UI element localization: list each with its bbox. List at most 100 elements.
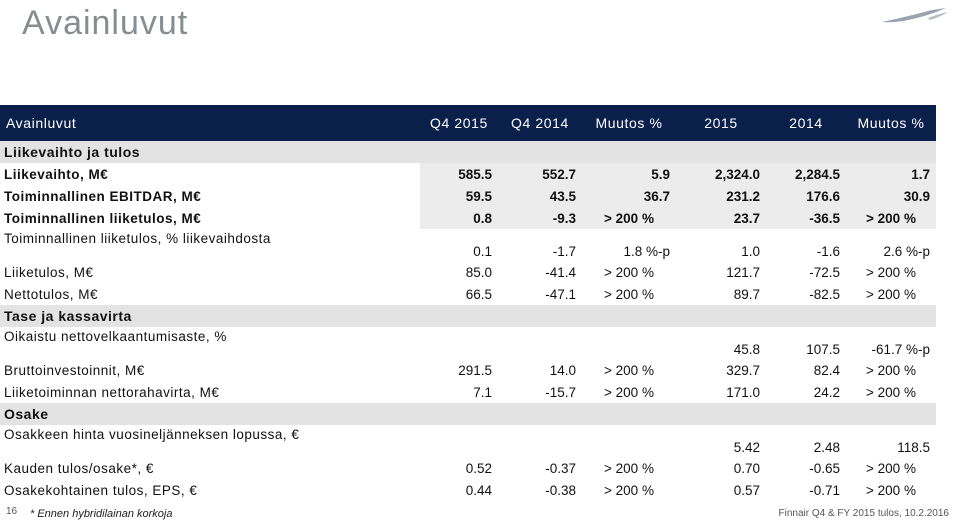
- table-cell: 2.48: [813, 440, 840, 455]
- table-cell: -0.65: [809, 460, 840, 476]
- table-row: Osakkeen hinta vuosineljänneksen lopussa…: [0, 425, 936, 457]
- page-number: 16: [6, 506, 18, 517]
- table-cell: > 200 %: [604, 286, 654, 302]
- column-header: Q4 2015: [420, 105, 498, 141]
- table-cell: -0.71: [809, 482, 840, 498]
- table-cell: 85.0: [465, 264, 492, 280]
- row-label: Liikevaihto, M€: [4, 166, 109, 182]
- table-cell: 0.70: [733, 460, 760, 476]
- table-cell: 552.7: [498, 163, 582, 185]
- row-label: Liiketulos, M€: [4, 264, 94, 280]
- section-row: Liikevaihto ja tulos: [0, 141, 936, 163]
- section-title: Liikevaihto ja tulos: [0, 141, 936, 163]
- table-cell: [498, 425, 582, 457]
- footnote: * Ennen hybridilainan korkoja: [30, 508, 173, 520]
- table-cell: 1.0: [741, 244, 760, 259]
- table-cell: 0.52: [465, 460, 492, 476]
- table-cell: 171.0: [726, 384, 760, 400]
- table-cell: 107.5: [806, 342, 840, 357]
- table-row: Osakekohtainen tulos, EPS, € 0.44 -0.38 > 2…: [0, 479, 936, 501]
- table-cell: -61.7 %-p: [871, 342, 930, 357]
- table-cell: -1.6: [816, 244, 840, 259]
- row-label: Osakekohtainen tulos, EPS, €: [4, 482, 198, 498]
- table-cell: > 200 %: [866, 482, 916, 498]
- table-cell: -41.4: [545, 264, 576, 280]
- table-cell: -36.5: [766, 207, 846, 229]
- table-row: Liiketoiminnan nettorahavirta, M€ 7.1 -15.…: [0, 381, 936, 403]
- table-cell: 2.6 %-p: [883, 244, 930, 259]
- table-cell: [420, 327, 498, 359]
- table-row: Nettotulos, M€ 66.5 -47.1 > 200 % 89.7 -82.5 >…: [0, 283, 936, 305]
- column-header: Avainluvut: [0, 105, 420, 141]
- table-cell: -72.5: [809, 264, 840, 280]
- table-cell: 7.1: [473, 384, 492, 400]
- section-row: Osake: [0, 403, 936, 425]
- page-title: Avainluvut: [22, 4, 189, 42]
- table-cell: 5.9: [582, 163, 676, 185]
- finnair-wing-logo: [882, 8, 948, 23]
- table-row: Oikaistu nettovelkaantumisaste, % 45.8 107…: [0, 327, 936, 359]
- row-label: Osakkeen hinta vuosineljänneksen lopussa…: [4, 427, 300, 442]
- table-cell: 59.5: [420, 185, 498, 207]
- footer-source: Finnair Q4 & FY 2015 tulos, 10.2.2016: [778, 508, 949, 519]
- row-label: Liiketoiminnan nettorahavirta, M€: [4, 384, 220, 400]
- section-title: Tase ja kassavirta: [0, 305, 936, 327]
- table-cell: 30.9: [846, 185, 936, 207]
- table-cell: 89.7: [733, 286, 760, 302]
- table-cell: 231.2: [676, 185, 766, 207]
- table-cell: [498, 327, 582, 359]
- row-label: Oikaistu nettovelkaantumisaste, %: [4, 329, 227, 344]
- table-cell: -1.7: [552, 244, 576, 259]
- table-row: Bruttoinvestoinnit, M€ 291.5 14.0 > 200 % 32…: [0, 359, 936, 381]
- table-cell: 0.44: [465, 482, 492, 498]
- table-cell: 66.5: [465, 286, 492, 302]
- table-cell: > 200 %: [846, 207, 936, 229]
- table-cell: 5.42: [733, 440, 760, 455]
- table-cell: -15.7: [545, 384, 576, 400]
- table-cell: [420, 425, 498, 457]
- table-cell: 36.7: [582, 185, 676, 207]
- table-cell: 1.8 %-p: [623, 244, 670, 259]
- row-label: Bruttoinvestoinnit, M€: [4, 362, 145, 378]
- table-cell: 291.5: [458, 362, 492, 378]
- row-label: Toiminnallinen EBITDAR, M€: [4, 188, 202, 204]
- row-label: Kauden tulos/osake*, €: [4, 460, 154, 476]
- table-cell: -0.38: [545, 482, 576, 498]
- row-label: Nettotulos, M€: [4, 286, 99, 302]
- header-row: Avainluvut Q4 2015 Q4 2014 Muutos % 2015 2014…: [0, 105, 936, 141]
- column-header: 2015: [676, 105, 766, 141]
- table-cell: 43.5: [498, 185, 582, 207]
- column-header: Q4 2014: [498, 105, 582, 141]
- table-cell: -9.3: [498, 207, 582, 229]
- row-label: Toiminnallinen liiketulos, M€: [4, 210, 202, 226]
- table-cell: > 200 %: [604, 362, 654, 378]
- table-cell: 2,284.5: [766, 163, 846, 185]
- table-row: Toiminnallinen liiketulos, M€ 0.8 -9.3 > 20…: [0, 207, 936, 229]
- table-cell: -82.5: [809, 286, 840, 302]
- table-cell: 23.7: [676, 207, 766, 229]
- column-header: Muutos %: [846, 105, 936, 141]
- table-cell: 118.5: [897, 440, 930, 455]
- table-cell: > 200 %: [604, 264, 654, 280]
- table-cell: 14.0: [549, 362, 576, 378]
- table-cell: > 200 %: [866, 286, 916, 302]
- table-cell: > 200 %: [604, 384, 654, 400]
- table-row: Liiketulos, M€ 85.0 -41.4 > 200 % 121.7 -72.5…: [0, 261, 936, 283]
- table-row: Toiminnallinen EBITDAR, M€ 59.5 43.5 36.7 23…: [0, 185, 936, 207]
- table-cell: 329.7: [726, 362, 760, 378]
- table-cell: > 200 %: [604, 482, 654, 498]
- table-cell: > 200 %: [866, 264, 916, 280]
- table-cell: [582, 327, 676, 359]
- table-row: Liikevaihto, M€ 585.5 552.7 5.9 2,324.0 2,284…: [0, 163, 936, 185]
- table-row: Toiminnallinen liiketulos, % liikevaihdo…: [0, 229, 936, 261]
- table-cell: > 200 %: [866, 384, 916, 400]
- table-cell: 24.2: [813, 384, 840, 400]
- row-label: Toiminnallinen liiketulos, % liikevaihdo…: [4, 231, 271, 246]
- table-cell: > 200 %: [582, 207, 676, 229]
- table-cell: 0.1: [473, 244, 492, 259]
- table-cell: 2,324.0: [676, 163, 766, 185]
- table-cell: -47.1: [545, 286, 576, 302]
- table-cell: 0.57: [733, 482, 760, 498]
- table-cell: -0.37: [545, 460, 576, 476]
- table-cell: > 200 %: [604, 460, 654, 476]
